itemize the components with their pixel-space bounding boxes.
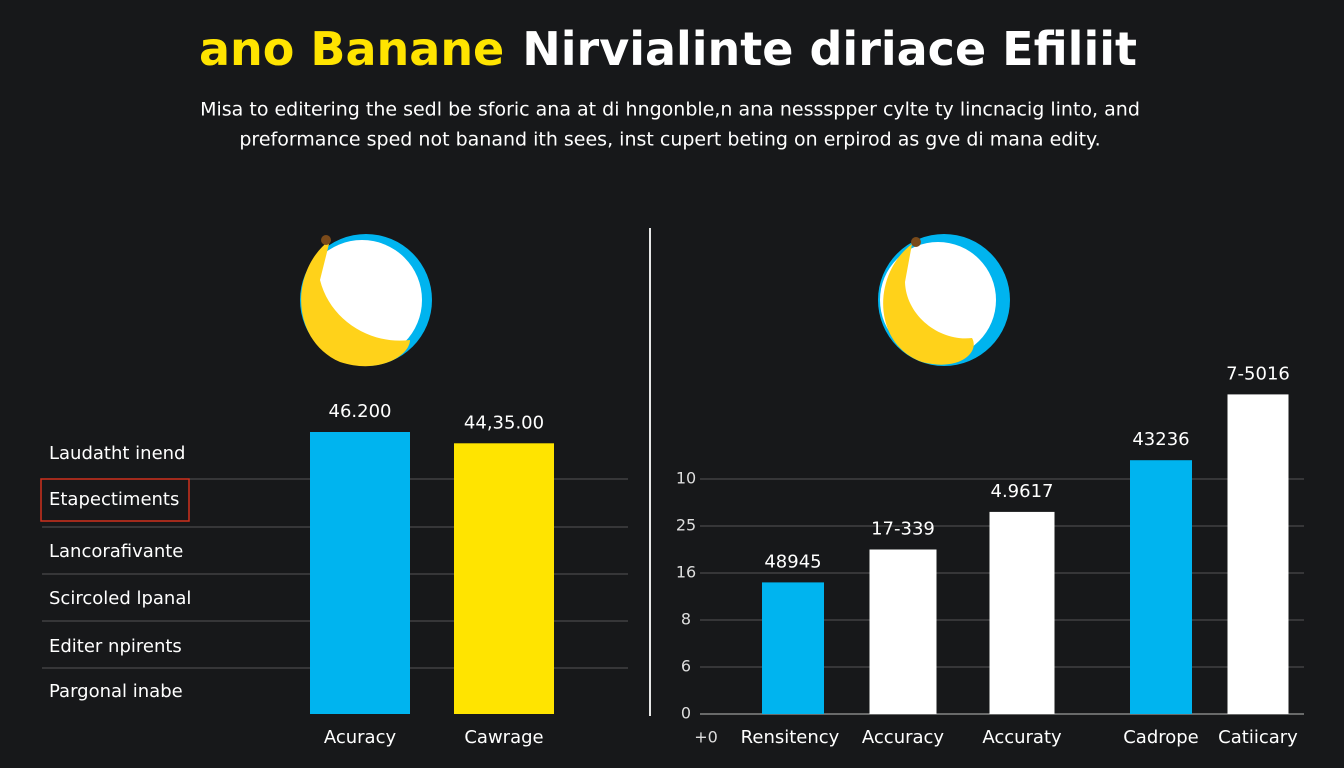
- row-label: Etapectiments: [49, 489, 179, 510]
- row-label: Pargonal inabe: [49, 681, 183, 702]
- title: ano Banane Nirvialinte diriace Efiliit: [199, 22, 1137, 76]
- title-highlight: ano Banane: [199, 22, 504, 76]
- x-tick-label: Cawrage: [464, 727, 543, 748]
- x-origin-label: +0: [694, 728, 718, 747]
- bar: [310, 432, 410, 714]
- x-tick-label: Accuraty: [982, 727, 1062, 748]
- title-rest: Nirvialinte diriace Efiliit: [522, 22, 1137, 76]
- y-tick-label: 10: [676, 469, 696, 488]
- banana-icon: [300, 234, 432, 367]
- subtitle-line: preformance sped not banand ith sees, in…: [239, 129, 1100, 151]
- x-tick-label: Rensitency: [741, 727, 840, 748]
- value-label: 46.200: [329, 401, 392, 422]
- y-tick-label: 16: [676, 563, 696, 582]
- x-tick-label: Catiicary: [1218, 727, 1298, 748]
- bar: [1227, 394, 1289, 714]
- x-tick-label: Accuracy: [862, 727, 945, 748]
- bar: [454, 443, 554, 714]
- y-tick-label: 25: [676, 516, 696, 535]
- value-label: 4.9617: [991, 481, 1054, 502]
- row-label: Scircoled lpanal: [49, 588, 191, 609]
- row-label: Lancorafivante: [49, 541, 183, 562]
- bar: [762, 582, 824, 714]
- row-label: Editer npirents: [49, 636, 182, 657]
- value-label: 43236: [1132, 429, 1189, 450]
- bar: [1130, 460, 1192, 714]
- subtitle-line: Misa to editering the sedl be sforic ana…: [200, 99, 1140, 121]
- x-tick-label: Cadrope: [1123, 727, 1199, 748]
- x-tick-label: Acuracy: [324, 727, 397, 748]
- y-tick-label: 0: [681, 704, 691, 723]
- value-label: 44,35.00: [464, 412, 544, 433]
- banana-icon: [878, 234, 1010, 366]
- bar: [989, 511, 1055, 714]
- value-label: 17-339: [871, 519, 935, 540]
- value-label: 7-5016: [1226, 363, 1290, 384]
- highlight-box: [40, 478, 190, 522]
- bar: [869, 549, 937, 714]
- y-tick-label: 8: [681, 610, 691, 629]
- value-label: 48945: [764, 551, 821, 572]
- y-tick-label: 6: [681, 657, 691, 676]
- row-label: Laudatht inend: [49, 443, 186, 464]
